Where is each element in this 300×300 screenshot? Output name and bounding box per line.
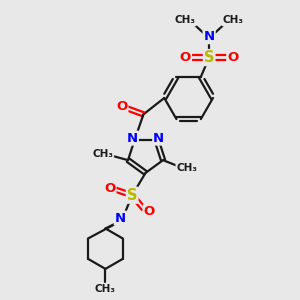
Text: O: O (227, 51, 239, 64)
Text: CH₃: CH₃ (92, 149, 113, 159)
Text: CH₃: CH₃ (222, 15, 243, 26)
Text: CH₃: CH₃ (95, 284, 116, 294)
Text: S: S (127, 188, 137, 203)
Text: O: O (144, 205, 155, 218)
Text: O: O (104, 182, 116, 195)
Text: O: O (180, 51, 191, 64)
Text: O: O (116, 100, 128, 113)
Text: N: N (127, 132, 138, 145)
Text: S: S (204, 50, 214, 65)
Text: N: N (115, 212, 126, 225)
Text: CH₃: CH₃ (175, 15, 196, 26)
Text: N: N (153, 132, 164, 145)
Text: N: N (204, 30, 215, 43)
Text: CH₃: CH₃ (176, 163, 197, 172)
